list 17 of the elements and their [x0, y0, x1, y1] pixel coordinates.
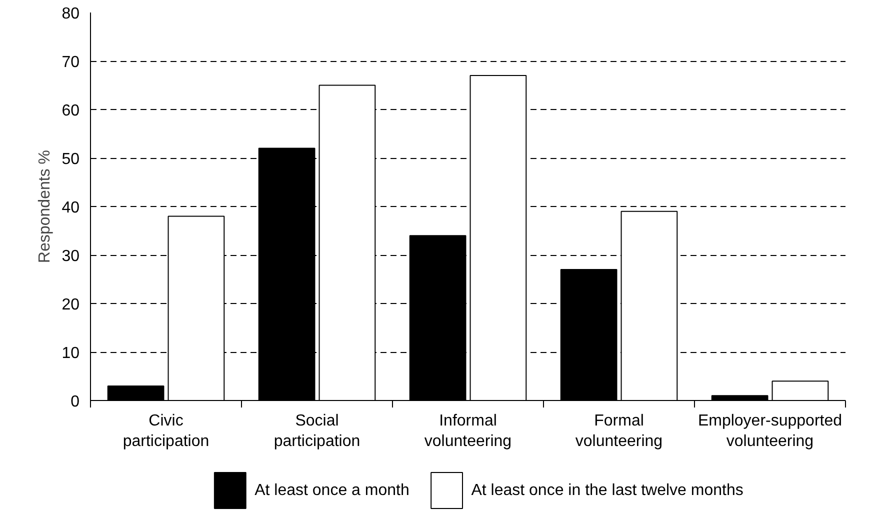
- x-tick-label: Formal volunteering: [575, 412, 663, 450]
- y-tick-label: 50: [62, 151, 80, 168]
- y-tick-label: 60: [62, 102, 80, 120]
- y-tick-label: 20: [62, 296, 80, 314]
- y-tick-label: 40: [62, 200, 80, 216]
- x-tick-label: Social participation: [274, 412, 360, 450]
- y-tick-label: 10: [62, 345, 80, 362]
- x-tick-label: Civic participation: [122, 412, 210, 450]
- y-tick-label: 80: [62, 6, 80, 22]
- y-axis-title: Respondents %: [36, 150, 54, 263]
- legend-label: At least once a month: [254, 482, 410, 499]
- y-tick-label: 0: [70, 394, 80, 410]
- x-tick-label: Employer-supported volunteering: [698, 412, 842, 450]
- y-tick-label: 30: [62, 248, 80, 265]
- x-tick-label: Informal volunteering: [424, 412, 512, 450]
- legend-label: At least once in the last twelve months: [471, 482, 744, 499]
- y-tick-label: 70: [62, 54, 80, 71]
